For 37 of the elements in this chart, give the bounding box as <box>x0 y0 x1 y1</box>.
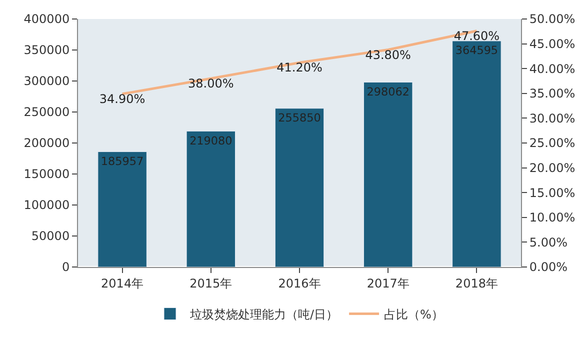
legend-label: 占比（%） <box>384 307 444 322</box>
legend-label: 垃圾焚烧处理能力（吨/日） <box>189 307 338 322</box>
x-tick-label: 2015年 <box>190 276 232 290</box>
data-label: 41.20% <box>276 60 322 75</box>
data-label: 298062 <box>366 85 410 98</box>
x-tick-label: 2014年 <box>101 276 144 290</box>
y2-tick-label: 30.00% <box>529 111 576 126</box>
y2-tick-label: 15.00% <box>529 186 576 200</box>
y2-tick-label: 10.00% <box>529 210 576 225</box>
y-tick-label: 300000 <box>24 74 70 88</box>
y-tick-label: 200000 <box>24 136 70 150</box>
data-label: 34.90% <box>99 92 146 106</box>
data-label: 255850 <box>278 112 321 125</box>
data-label: 38.00% <box>188 76 234 91</box>
x-tick-label: 2017年 <box>366 276 410 290</box>
y-tick-label: 50000 <box>31 229 70 244</box>
data-label: 43.80% <box>365 48 411 62</box>
y-tick-label: 250000 <box>24 105 70 120</box>
data-label: 364595 <box>455 44 498 58</box>
y2-tick-label: 0.00% <box>529 260 568 274</box>
y2-tick-label: 25.00% <box>529 136 576 150</box>
y2-tick-label: 50.00% <box>529 12 576 26</box>
x-tick-label: 2016年 <box>278 276 321 290</box>
y-tick-label: 0 <box>62 260 70 274</box>
y-tick-label: 400000 <box>24 12 70 26</box>
y2-tick-label: 45.00% <box>529 37 576 51</box>
y-tick-label: 100000 <box>24 198 70 212</box>
y2-tick-label: 40.00% <box>529 62 576 76</box>
y2-tick-label: 5.00% <box>529 235 568 250</box>
y2-tick-label: 35.00% <box>529 86 576 101</box>
y-tick-label: 350000 <box>24 43 70 58</box>
x-tick-label: 2018年 <box>455 276 498 290</box>
data-label: 185957 <box>100 154 144 168</box>
y2-tick-label: 20.00% <box>529 161 576 175</box>
y-tick-label: 150000 <box>24 167 70 182</box>
data-label: 47.60% <box>454 28 500 43</box>
data-label: 219080 <box>190 134 232 148</box>
